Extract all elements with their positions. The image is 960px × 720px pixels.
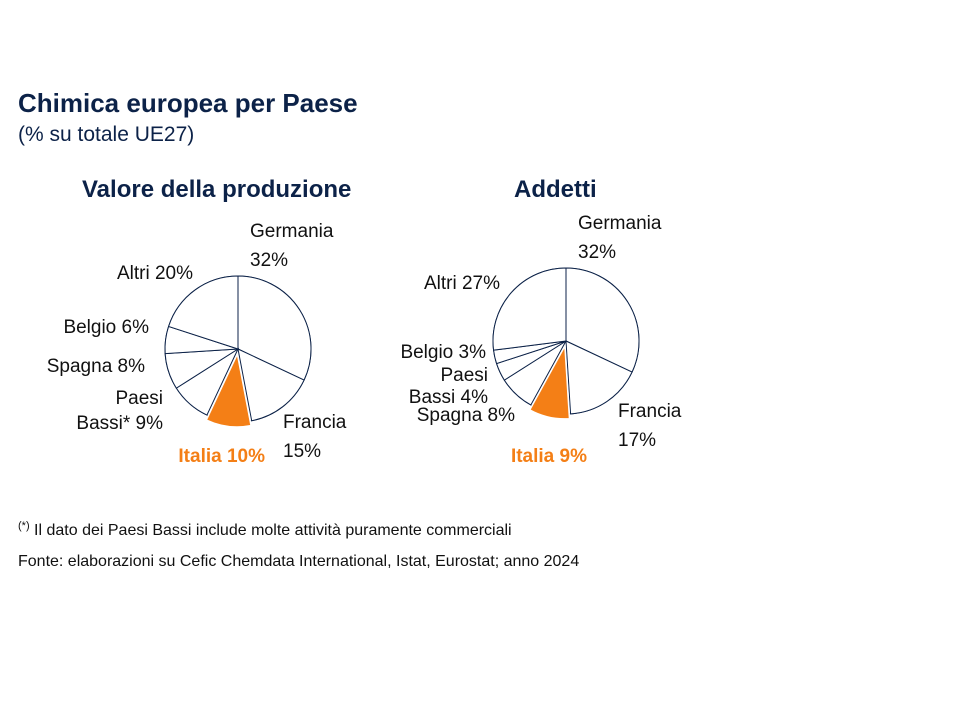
slice-label-employees-belgio: Belgio 3% — [400, 342, 486, 363]
slice-label-line: Altri 27% — [424, 273, 500, 294]
slice-label-line: Paesi — [115, 388, 163, 409]
footnote-text: Il dato dei Paesi Bassi include molte at… — [29, 522, 512, 539]
slice-label-line: Paesi — [440, 365, 488, 386]
slice-label-production-germania: Germania 32% — [250, 221, 334, 271]
chart-title-production: Valore della produzione — [82, 176, 352, 203]
page-subtitle: (% su totale UE27) — [18, 123, 195, 146]
slice-label-line: Belgio 3% — [400, 342, 486, 363]
pie-slice-production-francia — [237, 348, 305, 422]
slice-label-line: 32% — [250, 250, 288, 271]
slice-label-line: Belgio 6% — [63, 317, 149, 338]
slice-label-production-spagna: Spagna 8% — [47, 356, 145, 377]
slice-label-production-francia: Francia 15% — [283, 412, 347, 462]
pie-slice-employees-italia — [528, 343, 571, 420]
slice-label-line: Bassi* 9% — [76, 413, 163, 434]
slice-label-employees-italia: Italia 9% — [511, 446, 587, 467]
slice-label-line: 32% — [578, 242, 616, 263]
slice-label-line: Germania — [250, 221, 334, 242]
pie-slice-production-italia — [205, 351, 252, 428]
slice-label-production-italia: Italia 10% — [178, 446, 265, 467]
slice-label-line: Italia 9% — [511, 446, 587, 467]
pie-slice-production-germania — [237, 275, 312, 381]
slice-label-production-belgio: Belgio 6% — [63, 317, 149, 338]
slice-label-line: Francia — [283, 412, 347, 433]
pie-slice-production-altri — [167, 275, 239, 350]
slice-label-line: Italia 10% — [178, 446, 265, 467]
slice-label-employees-germania: Germania 32% — [578, 213, 662, 263]
slice-label-line: 15% — [283, 441, 321, 462]
slice-label-line: Francia — [618, 401, 682, 422]
slice-label-employees-spagna: Spagna 8% — [417, 405, 515, 426]
slice-label-line: Germania — [578, 213, 662, 234]
footnote: (*) Il dato dei Paesi Bassi include molt… — [18, 520, 512, 540]
page-title: Chimica europea per Paese — [18, 88, 358, 118]
slice-label-line: Spagna 8% — [47, 356, 145, 377]
slice-label-line: Altri 20% — [117, 263, 193, 284]
slice-label-employees-paesi-bassi: Paesi Bassi 4% — [409, 365, 488, 408]
footnote-marker: (*) — [18, 520, 30, 532]
chart-title-employees: Addetti — [514, 176, 597, 203]
slice-label-production-altri: Altri 20% — [117, 263, 193, 284]
source-note: Fonte: elaborazioni su Cefic Chemdata In… — [18, 553, 580, 570]
slice-label-employees-altri: Altri 27% — [424, 273, 500, 294]
pie-slice-employees-germania — [565, 267, 640, 373]
pie-slice-employees-francia — [565, 340, 633, 415]
slice-label-production-paesi-bassi: Paesi Bassi* 9% — [76, 388, 163, 434]
slice-label-employees-francia: Francia 17% — [618, 401, 682, 451]
slice-label-line: Spagna 8% — [417, 405, 515, 426]
slice-label-line: 17% — [618, 430, 656, 451]
slice-label-line: Bassi 4% — [409, 387, 488, 408]
pie-slice-employees-altri — [492, 267, 567, 351]
